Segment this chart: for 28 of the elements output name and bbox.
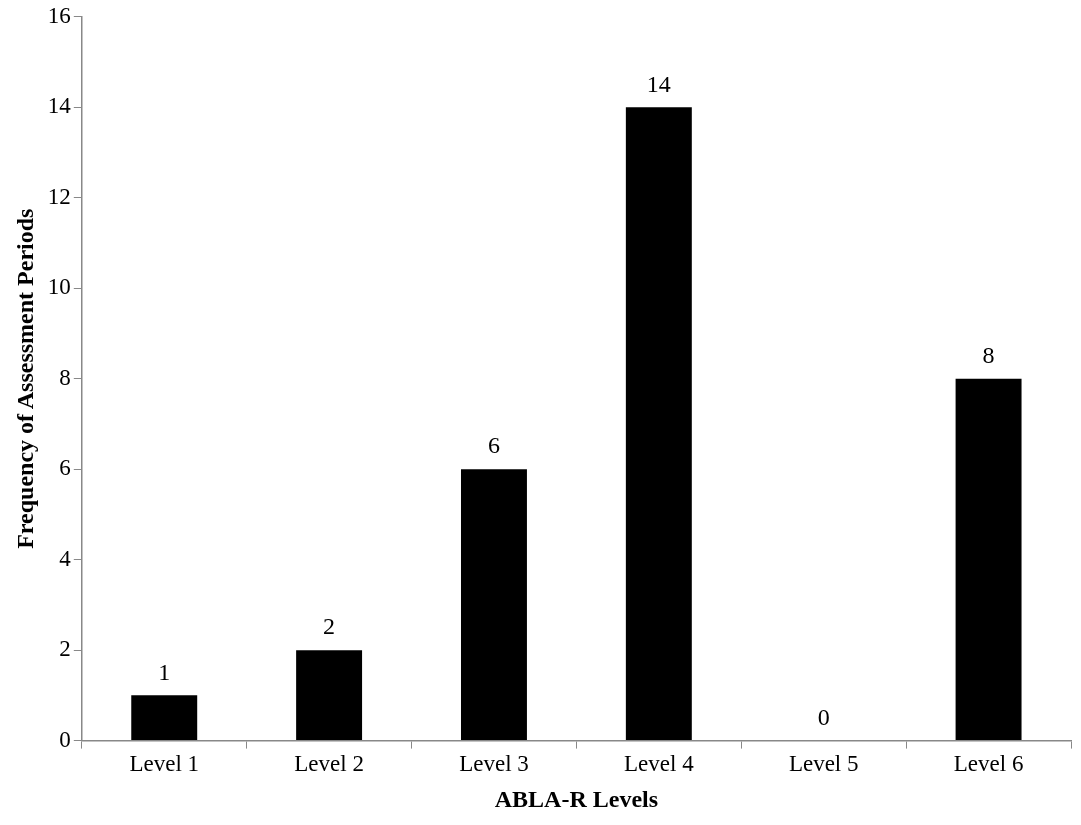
bar <box>460 469 527 741</box>
data-label: 14 <box>646 70 671 97</box>
y-tick-label: 12 <box>47 183 71 209</box>
bar <box>296 650 363 741</box>
y-tick-label: 0 <box>59 726 71 752</box>
bar <box>625 107 692 741</box>
data-label: 2 <box>323 613 336 640</box>
x-axis-title: ABLA-R Levels <box>494 785 659 812</box>
x-tick-label: Level 1 <box>129 751 200 777</box>
x-tick-label: Level 2 <box>294 751 364 777</box>
y-tick-label: 10 <box>47 274 71 300</box>
x-tick-label: Level 5 <box>788 751 859 777</box>
y-tick-label: 6 <box>59 455 71 481</box>
x-tick-label: Level 6 <box>953 751 1024 777</box>
y-axis-title: Frequency of Assessment Periods <box>11 208 38 549</box>
x-tick-label: Level 4 <box>624 751 695 777</box>
data-label: 6 <box>487 432 500 459</box>
y-tick-label: 4 <box>59 545 72 571</box>
bar <box>955 378 1022 741</box>
y-tick-label: 14 <box>47 93 72 119</box>
bar <box>131 695 198 741</box>
y-tick-label: 2 <box>59 636 71 662</box>
y-tick-label: 16 <box>47 2 71 28</box>
x-tick-label: Level 3 <box>459 751 529 777</box>
data-label: 1 <box>158 658 171 685</box>
data-label: 0 <box>817 703 830 730</box>
y-tick-label: 8 <box>59 364 71 390</box>
data-label: 8 <box>982 342 995 368</box>
